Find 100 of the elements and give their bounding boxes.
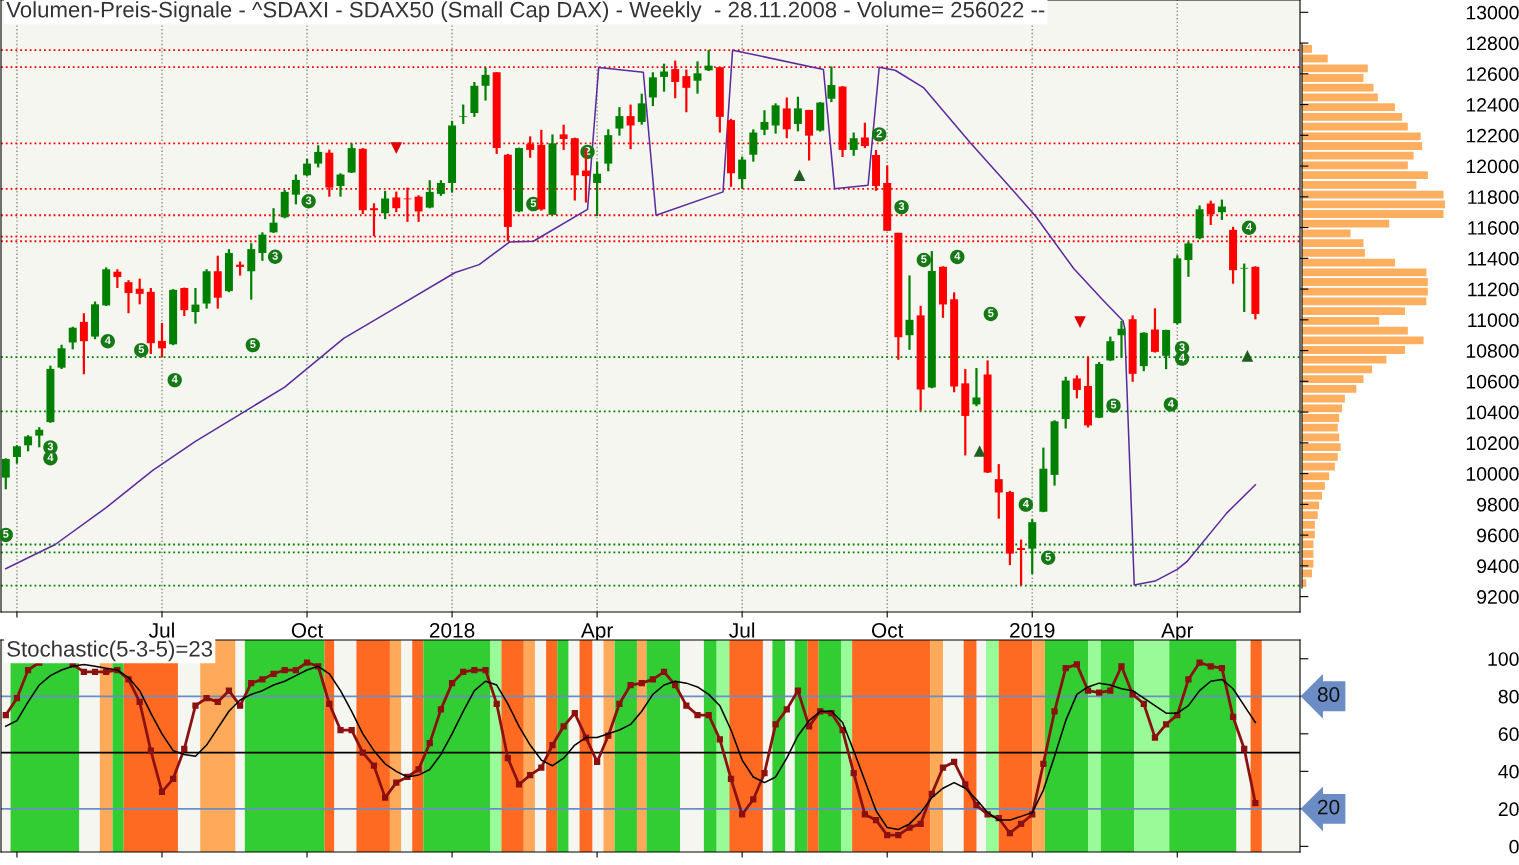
candlestick: [425, 179, 434, 210]
bar: [1302, 404, 1343, 413]
annotation: 4: [1179, 353, 1186, 362]
y-tick-label: 9600: [1477, 528, 1519, 543]
annotation: 3: [47, 442, 54, 451]
candlestick: [1150, 307, 1159, 354]
annotation: 4: [1167, 399, 1174, 408]
bar: [1302, 151, 1414, 160]
candlestick: [581, 146, 590, 204]
annotation: 3: [305, 196, 312, 205]
x-tick-label: 2019: [1010, 622, 1055, 638]
candlestick: [392, 190, 401, 214]
point: [1241, 350, 1254, 362]
y-tick-label: 0: [1509, 839, 1519, 854]
annotation: 4: [104, 336, 111, 345]
y-tick-label: 12000: [1466, 159, 1519, 174]
annotation: 3: [1179, 343, 1185, 352]
candlestick: [191, 286, 200, 325]
bar: [1302, 132, 1421, 141]
bar: [1302, 142, 1423, 150]
y-tick-label: 9800: [1477, 497, 1519, 512]
y-tick-label: 10000: [1466, 467, 1519, 481]
bar: [1302, 278, 1428, 286]
annotation: 4: [954, 252, 961, 260]
annotation: 5: [1110, 400, 1117, 409]
bar: [1302, 210, 1444, 218]
candlestick: [782, 96, 791, 140]
candlestick: [693, 60, 702, 95]
y-tick-label: 12800: [1466, 36, 1519, 51]
annotation: 2: [876, 129, 882, 138]
y-tick-label: 80: [1498, 689, 1519, 704]
bar: [1302, 171, 1428, 180]
y-tick-label: 11200: [1468, 282, 1519, 297]
annotation: 3: [898, 202, 905, 211]
candlestick: [481, 66, 490, 102]
bar: [1302, 200, 1445, 209]
y-tick-label: 10600: [1466, 374, 1519, 389]
annotation: 5: [3, 530, 9, 538]
candlestick: [258, 231, 267, 262]
bar: [1302, 452, 1338, 461]
y-tick-label: 10200: [1466, 436, 1519, 451]
bar: [1302, 511, 1318, 520]
annotation: 5: [250, 340, 256, 349]
bar: [1302, 74, 1364, 82]
point: [973, 445, 986, 457]
candlestick: [158, 321, 166, 359]
ref-line-label: 80: [1317, 687, 1340, 702]
candlestick: [1240, 262, 1249, 314]
candlestick: [1106, 335, 1115, 362]
bar: [1302, 268, 1427, 277]
annotation: 4: [47, 453, 54, 462]
candlestick: [135, 277, 144, 306]
y-tick-label: 13000: [1466, 5, 1519, 20]
bar: [1302, 346, 1405, 354]
y-tick-label: 12200: [1466, 128, 1519, 143]
point: [390, 142, 403, 154]
candlestick: [793, 95, 802, 133]
point: [1074, 316, 1086, 328]
candlestick: [1072, 374, 1081, 400]
bar: [1302, 491, 1323, 500]
y-tick-label: 11400: [1468, 251, 1519, 266]
bar: [1302, 64, 1368, 73]
y-tick-label: 10800: [1466, 344, 1519, 358]
candlestick: [972, 366, 981, 408]
line-series: [5, 49, 1257, 586]
candlestick: [860, 121, 869, 150]
candlestick: [738, 155, 747, 190]
bar: [1302, 520, 1315, 529]
y-tick-label: 12600: [1466, 67, 1519, 82]
y-tick-label: 11000: [1468, 313, 1519, 328]
x-tick-label: Oct: [871, 622, 904, 638]
bar: [1302, 248, 1365, 257]
bar: [1302, 540, 1314, 549]
bar: [1302, 355, 1387, 364]
y-tick-label: 11800: [1468, 190, 1519, 205]
annotation: 5: [530, 199, 537, 208]
chart-title: Volumen-Preis-Signale - ^SDAXI - SDAX50 (Small Cap DAX) - Weekly - 28.11.2008 - Volume= 256022 --: [6, 1, 1045, 22]
y-tick-label: 10400: [1466, 405, 1519, 420]
candlestick: [849, 131, 858, 157]
y-tick-label: 40: [1498, 764, 1519, 779]
candlestick: [1184, 240, 1193, 278]
y-tick-label: 9200: [1477, 590, 1519, 604]
candlestick: [314, 144, 323, 169]
candlestick: [660, 62, 669, 93]
bar: [1302, 83, 1374, 92]
bar: [1302, 239, 1364, 248]
x-tick-label: Oct: [291, 622, 324, 638]
annotation: 4: [171, 375, 178, 383]
y-tick-label: 60: [1498, 727, 1519, 742]
candlestick: [459, 103, 468, 126]
candlestick: [269, 207, 278, 235]
candlestick: [593, 160, 602, 218]
bar: [1302, 219, 1390, 228]
point: [793, 169, 806, 182]
candlestick: [113, 268, 122, 290]
candlestick: [1017, 538, 1026, 587]
x-tick-label: Jul: [729, 622, 755, 638]
bar: [1302, 384, 1357, 393]
annotation: 5: [138, 345, 145, 354]
bar: [1302, 443, 1341, 452]
